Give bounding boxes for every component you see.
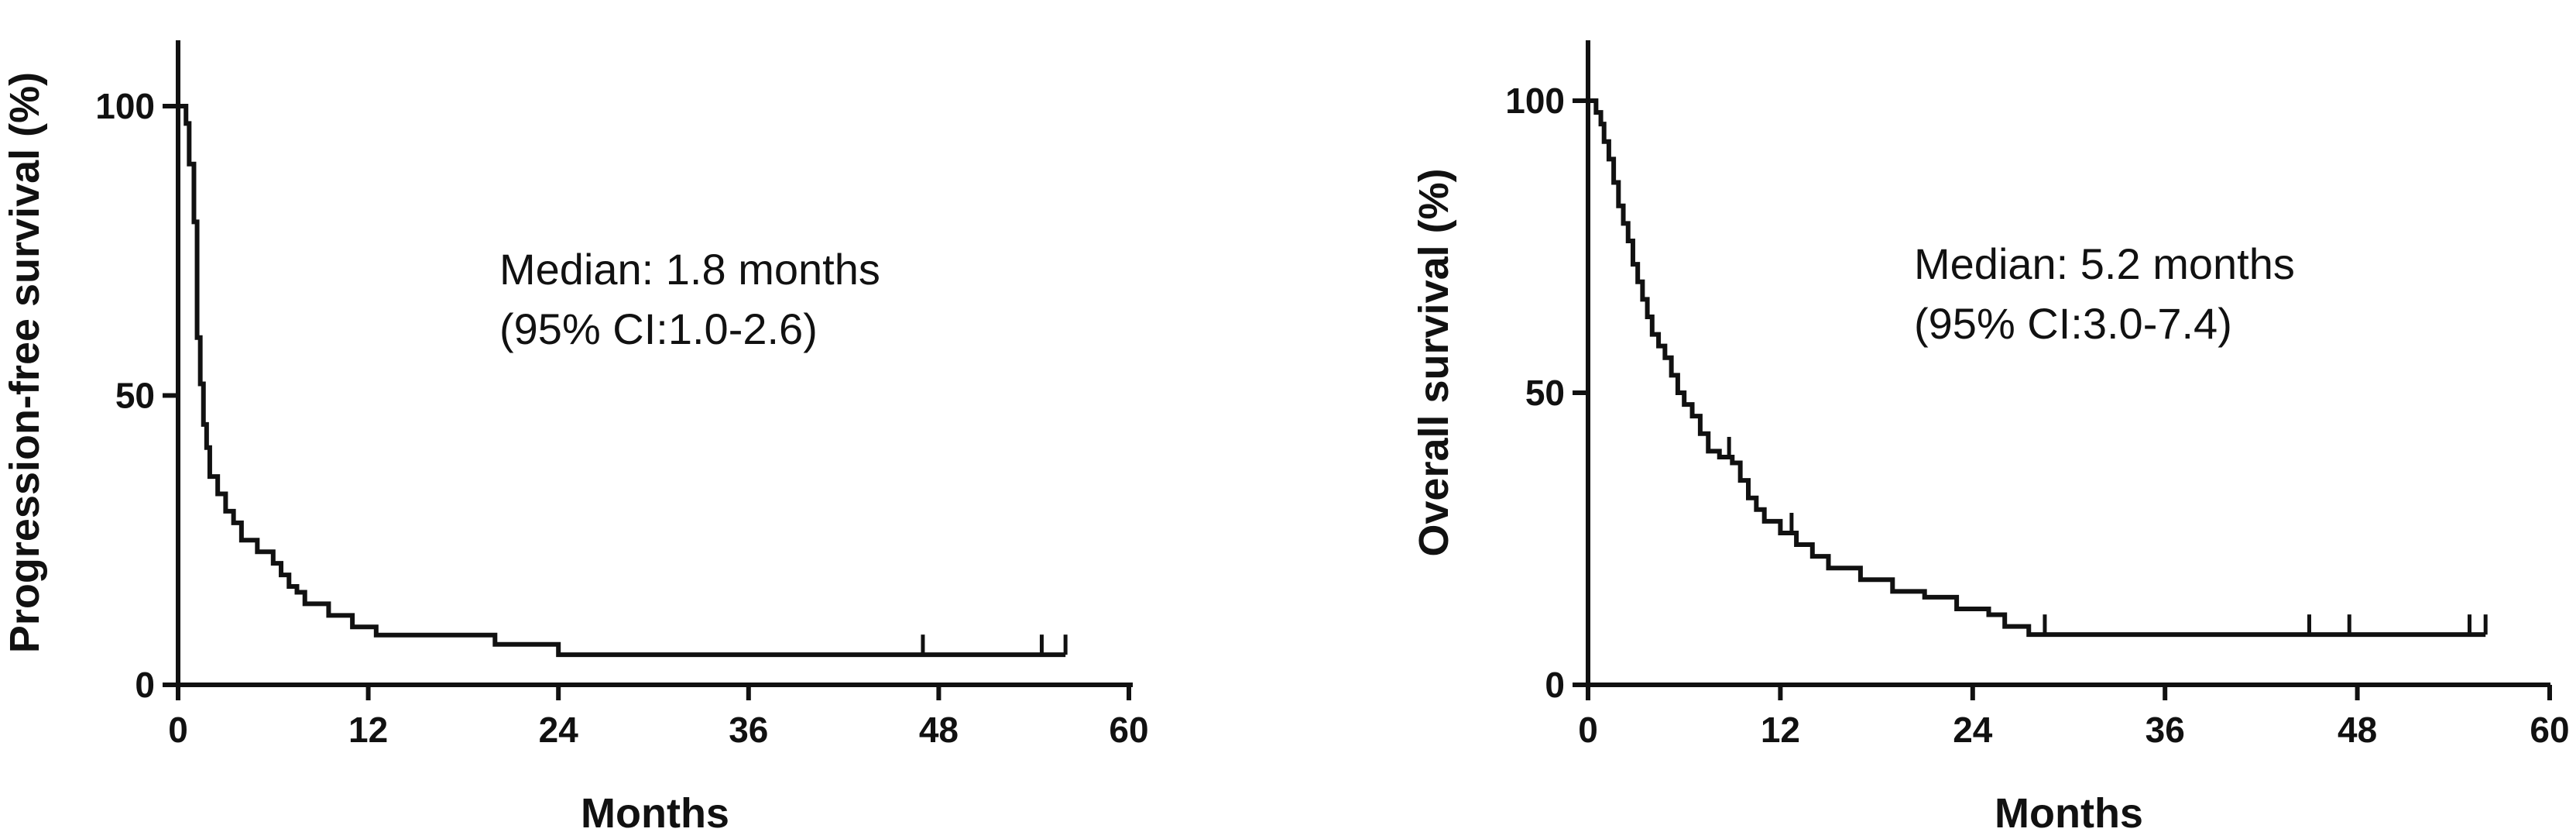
- x-axis-title: Months: [1995, 790, 2143, 835]
- x-tick-label: 48: [919, 710, 959, 750]
- axis-ticks: 0 12 24 36 48 60 0 50 100: [1505, 81, 2569, 750]
- censor-marks: [1727, 436, 2488, 635]
- x-tick-label: 60: [1109, 710, 1148, 750]
- x-tick-label: 60: [2530, 710, 2569, 750]
- x-axis-title: Months: [581, 790, 729, 835]
- x-tick-label: 36: [2146, 710, 2185, 750]
- y-tick-label: 50: [1525, 373, 1565, 413]
- axis-ticks: 0 12 24 36 48 60 0 50 100: [95, 86, 1148, 750]
- median-annotation: Median: 5.2 months: [1914, 239, 2295, 288]
- median-annotation: Median: 1.8 months: [499, 245, 880, 294]
- y-axis-title: Progression-free survival (%): [2, 72, 48, 653]
- panel-overall-survival: 0 12 24 36 48 60 0 50 100 Median: 5.2 months (95…: [1411, 40, 2570, 837]
- x-tick-label: 0: [168, 710, 188, 750]
- x-tick-label: 0: [1578, 710, 1598, 750]
- x-tick-label: 12: [348, 710, 388, 750]
- y-tick-label: 100: [95, 86, 155, 126]
- ci-annotation: (95% CI:3.0-7.4): [1914, 299, 2232, 348]
- y-tick-label: 100: [1505, 81, 1565, 121]
- survival-curve: [1588, 98, 2486, 638]
- x-tick-label: 24: [1953, 710, 1993, 750]
- panel-progression-free-survival: 0 12 24 36 48 60 0 50 100 Median: 1.8 months (95…: [2, 40, 1149, 837]
- ci-annotation: (95% CI:1.0-2.6): [499, 304, 818, 353]
- x-tick-label: 24: [539, 710, 579, 750]
- survival-curve: [178, 104, 1066, 658]
- y-tick-label: 0: [135, 665, 155, 705]
- censor-marks: [921, 634, 1068, 655]
- y-tick-label: 0: [1545, 665, 1565, 705]
- x-tick-label: 36: [729, 710, 768, 750]
- x-tick-label: 12: [1761, 710, 1800, 750]
- y-axis-title: Overall survival (%): [1411, 168, 1457, 556]
- x-tick-label: 48: [2338, 710, 2377, 750]
- y-tick-label: 50: [115, 376, 155, 416]
